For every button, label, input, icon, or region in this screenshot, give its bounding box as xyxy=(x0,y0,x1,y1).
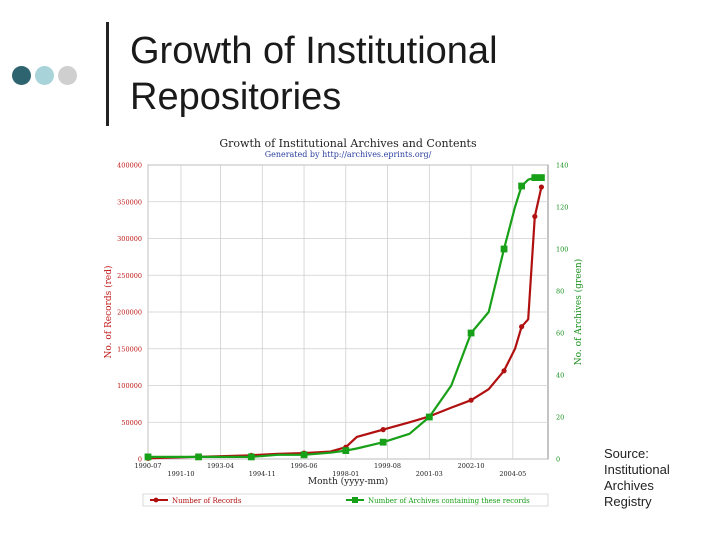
title-accent-dots xyxy=(12,66,77,85)
y-right-tick-label: 40 xyxy=(556,372,564,380)
x-tick-label: 1996-06 xyxy=(291,462,318,470)
title-divider xyxy=(106,22,109,126)
data-point-records xyxy=(538,184,545,190)
y-left-tick-label: 400000 xyxy=(117,162,142,170)
y-left-tick-label: 0 xyxy=(138,456,142,464)
data-point-archives xyxy=(467,329,475,337)
x-tick-label: 2002-10 xyxy=(458,462,485,470)
chart-figure: Growth of Institutional Archives and Con… xyxy=(98,132,584,512)
y-left-tick-label: 200000 xyxy=(117,309,142,317)
x-tick-label: 1991-10 xyxy=(167,470,194,478)
accent-dot-dark xyxy=(12,66,31,85)
x-tick-label: 2001-03 xyxy=(416,470,443,478)
x-tick-label: 1999-08 xyxy=(374,462,401,470)
data-point-archives xyxy=(518,182,526,190)
data-point-records xyxy=(532,213,538,220)
y-right-tick-label: 60 xyxy=(556,330,564,338)
y-right-tick-label: 0 xyxy=(556,456,560,464)
y-right-tick-label: 140 xyxy=(556,162,568,170)
data-point-archives xyxy=(500,245,508,253)
x-tick-label: 1990-07 xyxy=(134,462,161,470)
x-tick-label: 1994-11 xyxy=(249,470,276,478)
y-right-axis-label: No. of Archives (green) xyxy=(573,259,584,365)
y-right-tick-label: 20 xyxy=(556,414,564,422)
y-left-tick-label: 100000 xyxy=(117,382,142,390)
y-left-tick-label: 350000 xyxy=(117,198,142,206)
y-left-tick-label: 150000 xyxy=(117,345,142,353)
chart-title: Growth of Institutional Archives and Con… xyxy=(219,137,477,150)
legend-label-records: Number of Records xyxy=(172,497,242,505)
source-note: Source: Institutional Archives Registry xyxy=(604,446,704,510)
data-point-archives xyxy=(379,438,387,446)
chart-subtitle: Generated by http://archives.eprints.org… xyxy=(265,150,432,159)
source-line: Archives xyxy=(604,478,654,493)
y-right-tick-label: 100 xyxy=(556,246,568,254)
data-point-archives xyxy=(342,447,350,454)
data-point-archives xyxy=(531,174,539,181)
source-line: Institutional xyxy=(604,462,670,477)
data-point-archives xyxy=(247,453,255,461)
slide-title: Growth of Institutional Repositories xyxy=(130,30,498,118)
series-line-records xyxy=(147,186,543,460)
x-tick-label: 1993-04 xyxy=(207,462,234,470)
data-point-archives xyxy=(144,453,152,461)
accent-dot-grey xyxy=(58,66,77,85)
data-point-archives xyxy=(195,453,202,461)
accent-dot-light xyxy=(35,66,54,85)
y-left-tick-label: 50000 xyxy=(121,419,142,427)
y-left-tick-label: 250000 xyxy=(117,272,142,280)
legend-marker-archives xyxy=(352,497,358,503)
source-line: Registry xyxy=(604,494,652,509)
data-point-records xyxy=(468,397,474,403)
y-left-tick-label: 300000 xyxy=(117,235,142,243)
x-tick-label: 1998-01 xyxy=(332,470,359,478)
y-right-tick-label: 120 xyxy=(556,204,568,212)
x-tick-label: 2004-05 xyxy=(499,470,526,478)
data-point-archives xyxy=(425,413,433,421)
y-left-axis-label: No. of Records (red) xyxy=(103,266,114,359)
data-point-archives xyxy=(300,451,308,459)
data-point-records xyxy=(380,427,386,433)
chart-svg: Growth of Institutional Archives and Con… xyxy=(98,132,584,512)
series-line-archives xyxy=(148,176,542,458)
data-point-archives xyxy=(538,174,545,181)
data-point-records xyxy=(519,324,525,330)
legend-marker-records xyxy=(153,497,159,503)
data-point-records xyxy=(501,368,507,374)
y-right-tick-label: 80 xyxy=(556,288,564,296)
legend-box xyxy=(142,493,549,507)
source-label: Source: xyxy=(604,446,649,461)
legend-label-archives: Number of Archives containing these reco… xyxy=(368,497,530,505)
x-axis-label: Month (yyyy-mm) xyxy=(308,476,388,487)
